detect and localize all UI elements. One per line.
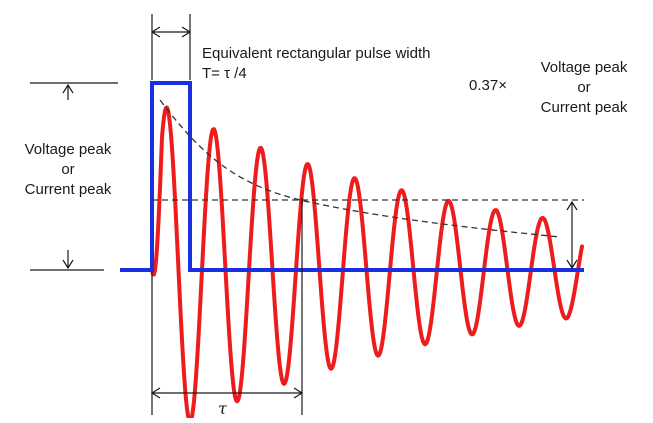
period-tau-label: τ — [218, 399, 227, 418]
rectangular-pulse — [120, 81, 584, 272]
peak-right-line-2: or — [577, 79, 591, 96]
peak-left-arrow-bottom — [62, 259, 74, 270]
peak-right-line-3: Current peak — [540, 99, 628, 116]
peak-left-label: Voltage peak or Current peak — [4, 140, 132, 200]
peak-right-label: Voltage peak or Current peak — [520, 58, 648, 118]
damped-oscillation-wave — [150, 105, 584, 423]
peak-left-line-3: Current peak — [24, 181, 112, 198]
peak-left-arrow-top — [62, 83, 74, 94]
peak-left-line-1: Voltage peak — [24, 141, 112, 158]
period-arrow-left — [150, 387, 161, 399]
peak-left-line-2: or — [61, 161, 75, 178]
pulse-width-formula: T= τ /4 — [202, 65, 247, 82]
period-arrow-right — [293, 387, 304, 399]
annotation-lines — [30, 14, 578, 415]
pulse-width-arrow-right — [181, 26, 192, 38]
pulse-width-title: Equivalent rectangular pulse width — [202, 45, 431, 62]
peak-right-line-1: Voltage peak — [540, 59, 628, 76]
pulse-width-arrow-left — [150, 26, 161, 38]
decay-envelope-curve — [159, 99, 561, 238]
peak-factor-label: 0.37× — [469, 77, 507, 94]
peak-right-arrow-top — [566, 200, 578, 211]
peak-right-arrow-bottom — [566, 259, 578, 270]
